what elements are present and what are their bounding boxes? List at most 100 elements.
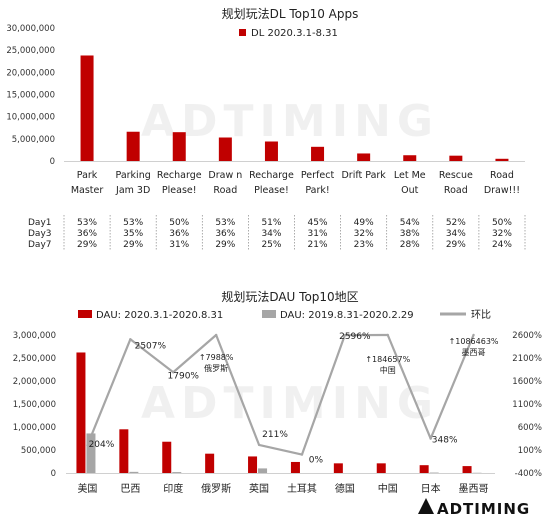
chart2-y2-tick-label: -400% xyxy=(515,469,542,479)
chart1-bars xyxy=(80,55,509,162)
chart2-annotation-sub: 中国 xyxy=(380,365,396,375)
chart2-annotation: ↑1086463% xyxy=(449,337,499,346)
chart2-growth-line xyxy=(86,333,475,456)
chart2-legend-swatch-previous xyxy=(262,310,276,318)
chart1-table-cell: 36% xyxy=(215,229,235,239)
chart1-legend: DL 2020.3.1-8.31 xyxy=(239,28,338,39)
chart2-annotation: 1790% xyxy=(168,371,200,381)
chart1-table-cell: 21% xyxy=(308,240,328,250)
chart2-growth-point xyxy=(172,371,175,374)
chart2-annotation: 204% xyxy=(89,440,115,450)
chart1-bar xyxy=(218,137,232,161)
chart1-x-tick-label: Recharge xyxy=(249,170,294,181)
chart2-growth-point xyxy=(214,333,218,337)
chart2-annotation: 211% xyxy=(262,430,288,440)
chart2-bar-current xyxy=(419,465,429,473)
watermark-bottom: ADTIMING xyxy=(141,378,439,429)
chart1-y-tick-label: 25,000,000 xyxy=(6,46,55,56)
chart2-legend-label-previous: DAU: 2019.8.31-2020.2.29 xyxy=(280,310,414,321)
chart2-bar-current xyxy=(119,429,129,473)
chart2-x-tick-label: 中国 xyxy=(378,482,398,495)
chart1-x-tick-label: Please! xyxy=(162,185,197,196)
chart2-growth-point xyxy=(300,453,304,456)
chart1-y-tick-label: 20,000,000 xyxy=(6,68,55,78)
chart1-bar xyxy=(311,146,325,161)
chart1-y-tick-label: 30,000,000 xyxy=(6,24,55,34)
chart1-bar xyxy=(449,155,463,161)
chart1-x-tick-label: Road xyxy=(444,185,468,196)
chart1-bar xyxy=(264,141,278,161)
chart1-y-tick-label: 15,000,000 xyxy=(6,91,55,101)
chart1-x-tick-label: Parking xyxy=(116,170,151,181)
chart2-bar-current xyxy=(462,466,472,473)
chart1-bar xyxy=(172,132,186,161)
chart2-y-tick-label: 1,000,000 xyxy=(13,423,56,433)
chart1-table-row-label: Day1 xyxy=(28,218,52,228)
chart2-x-tick-label: 巴西 xyxy=(120,483,140,495)
dau-top10-chart: 规划玩法DAU Top10地区 DAU: 2020.3.1-2020.8.31 … xyxy=(13,289,542,495)
chart1-x-tick-label: Recharge xyxy=(157,170,202,181)
chart2-legend-label-current: DAU: 2020.3.1-2020.8.31 xyxy=(96,310,223,321)
chart1-x-tick-label: Perfect xyxy=(301,170,335,181)
chart1-table-cell: 54% xyxy=(400,218,420,228)
brand-logo: ADTIMING xyxy=(418,498,529,518)
chart2-x-tick-label: 俄罗斯 xyxy=(201,482,231,495)
chart1-x-labels: Park Master Parking Jam 3D Recharge Please! Dr… xyxy=(71,170,520,196)
chart2-bar-current xyxy=(290,461,300,473)
chart2-annotation: ↑184657% xyxy=(365,355,410,364)
chart2-growth-point xyxy=(129,338,132,341)
chart1-bar xyxy=(357,153,371,161)
chart1-legend-swatch xyxy=(239,29,246,36)
chart2-y2-tick-label: 2600% xyxy=(512,331,542,341)
chart2-legend-swatch-current xyxy=(78,310,92,318)
chart1-table-cell: 24% xyxy=(492,240,512,250)
chart1-x-tick-label: Drift Park xyxy=(341,170,386,181)
chart2-legend-label-line: 环比 xyxy=(471,309,491,321)
chart2-x-tick-label: 美国 xyxy=(77,482,97,495)
chart2-bar-previous xyxy=(172,472,182,473)
chart1-table-cell: 52% xyxy=(446,218,466,228)
logo-mark-icon xyxy=(418,498,434,514)
chart2-y2-tick-label: 1100% xyxy=(512,400,542,410)
chart1-table-cell: 50% xyxy=(492,218,512,228)
chart2-x-tick-label: 印度 xyxy=(163,482,183,495)
chart2-legend: DAU: 2020.3.1-2020.8.31 DAU: 2019.8.31-2… xyxy=(78,309,491,321)
chart1-bar xyxy=(80,55,94,162)
chart1-legend-label: DL 2020.3.1-8.31 xyxy=(251,28,338,39)
chart1-x-tick-label: Out xyxy=(401,185,418,196)
chart2-growth-point xyxy=(86,444,89,447)
chart1-table-cell: 34% xyxy=(261,229,281,239)
chart1-x-tick-label: Road xyxy=(490,170,514,181)
chart2-x-tick-label: 墨西哥 xyxy=(459,483,489,495)
chart2-y-tick-label: 0 xyxy=(51,469,56,479)
chart2-x-tick-label: 日本 xyxy=(421,482,441,495)
chart2-y-tick-label: 500,000 xyxy=(21,446,56,456)
chart1-x-tick-label: Draw n xyxy=(208,170,242,181)
chart2-growth-point xyxy=(472,333,475,337)
chart2-bar-current xyxy=(205,453,215,473)
chart2-y2-tick-label: 100% xyxy=(518,446,542,456)
chart1-table-cell: 36% xyxy=(77,229,97,239)
chart2-bar-current xyxy=(162,441,172,473)
chart2-bar-previous xyxy=(86,433,96,473)
chart1-table-cell: 36% xyxy=(169,229,189,239)
chart1-table-cell: 29% xyxy=(215,240,235,250)
chart2-annotation: 2507% xyxy=(135,341,167,351)
chart1-y-tick-label: 0 xyxy=(50,157,55,167)
chart2-title: 规划玩法DAU Top10地区 xyxy=(221,289,358,304)
chart2-y-tick-label: 2,000,000 xyxy=(13,377,56,387)
chart2-annotations: 204% 2507% 1790% ↑7988%俄罗斯 211% 0% 2596% ↑18465… xyxy=(89,332,499,466)
chart1-y-tick-label: 5,000,000 xyxy=(12,135,55,145)
chart2-bar-current xyxy=(76,352,86,473)
chart1-table-cell: 29% xyxy=(123,240,143,250)
chart2-y-tick-label: 3,000,000 xyxy=(13,331,56,341)
chart1-x-tick-label: Jam 3D xyxy=(115,185,150,196)
chart1-x-tick-label: Park xyxy=(77,170,98,181)
chart1-table-cell: 51% xyxy=(261,218,281,228)
chart1-table-cell: 34% xyxy=(446,229,466,239)
chart1-y-tick-label: 10,000,000 xyxy=(6,113,55,123)
chart1-x-tick-label: Rescue xyxy=(439,170,473,181)
chart1-table-cell: 29% xyxy=(77,240,97,250)
dl-top10-chart: 规划玩法DL Top10 Apps DL 2020.3.1-8.31 0 5,00… xyxy=(6,6,526,250)
